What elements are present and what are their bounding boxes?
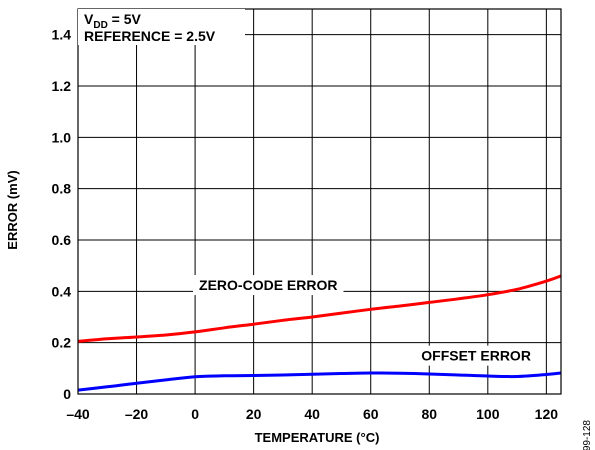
y-tick-label: 0 [63,386,71,402]
y-tick-label: 0.8 [52,181,72,197]
conditions-box [78,9,245,45]
vdd-value: = 5V [108,11,142,27]
label-layer: –40 –20 0 20 40 60 80 100 120 0 0.2 0.4 0.6 0.8 1.0 1.2… [52,27,559,422]
x-tick-label: –20 [125,406,149,422]
series-line-1 [77,371,562,392]
vdd-condition: VDD = 5V [84,11,142,31]
grid [78,9,561,394]
series-label-bg [415,345,537,366]
y-tick-label: 1.0 [52,129,72,145]
y-tick-label: 1.2 [52,78,72,94]
x-tick-label: 100 [476,406,500,422]
vdd-subscript: DD [93,20,107,31]
plot-frame [77,8,562,395]
y-tick-label: 0.4 [52,283,72,299]
vdd-label: V [84,11,94,27]
reference-condition: REFERENCE = 2.5V [84,28,216,44]
y-axis-title: ERROR (mV) [5,170,20,249]
x-tick-label: 80 [421,406,437,422]
x-axis-title: TEMPERATURE (°C) [255,430,380,445]
x-tick-label: 40 [304,406,320,422]
series-label-0: ZERO-CODE ERROR [199,277,337,293]
y-tick-label: 0.2 [52,335,72,351]
x-tick-label: 120 [535,406,559,422]
x-tick-label: 60 [363,406,379,422]
series-line-0 [77,274,562,343]
series-label-bg [193,275,344,296]
figure-id: 10799-128 [582,420,593,450]
series-layer [77,274,562,392]
x-tick-label: 0 [191,406,199,422]
series-label-1: OFFSET ERROR [421,348,531,364]
x-tick-label: 20 [246,406,262,422]
x-tick-label: –40 [66,406,90,422]
y-tick-label: 0.6 [52,232,72,248]
y-tick-label: 1.4 [52,27,72,43]
